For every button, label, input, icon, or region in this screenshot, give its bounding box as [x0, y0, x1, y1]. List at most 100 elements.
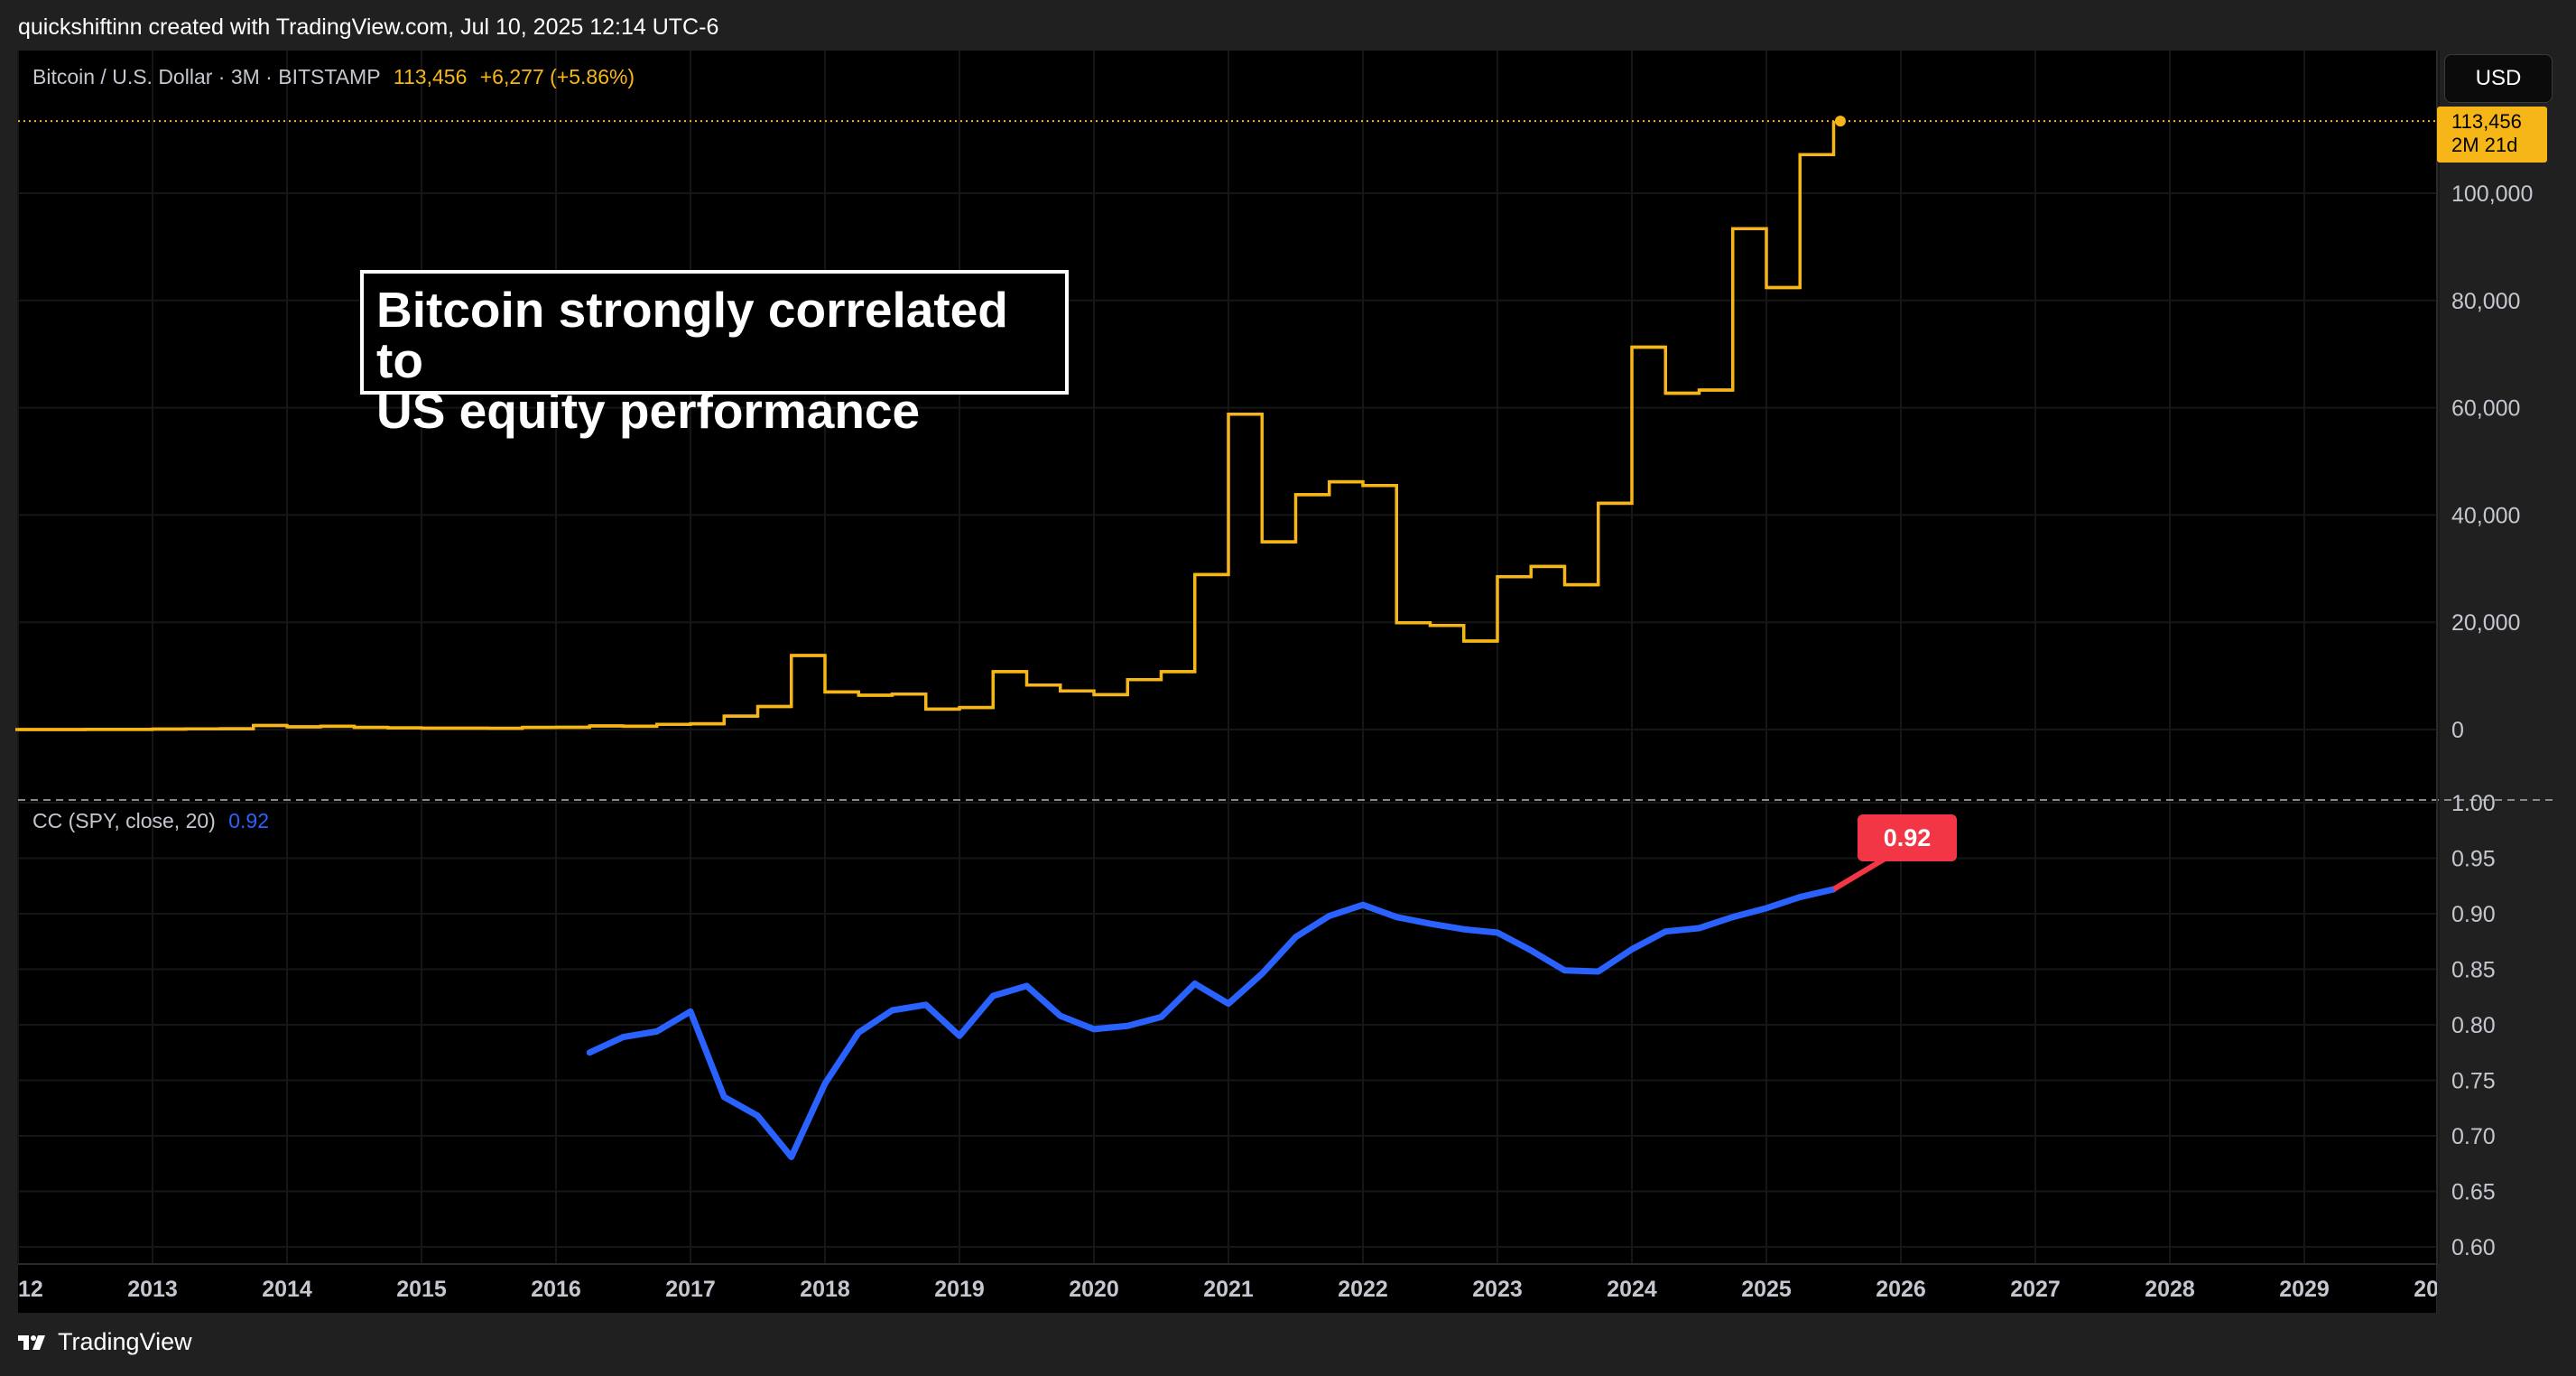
correlation-point	[822, 1081, 828, 1086]
attribution-text: quickshiftinn created with TradingView.c…	[18, 14, 719, 40]
correlation-point	[1764, 906, 1769, 911]
correlation-point	[587, 1050, 592, 1055]
correlation-point	[1192, 981, 1198, 986]
correlation-axis-tick: 0.85	[2451, 958, 2496, 983]
price-axis-tick: 80,000	[2451, 289, 2520, 314]
correlation-point	[755, 1113, 760, 1119]
correlation-point	[1327, 913, 1332, 918]
correlation-axis-tick: 0.80	[2451, 1013, 2496, 1038]
time-axis-tick: 2021	[1203, 1277, 1254, 1302]
tradingview-logo-icon	[18, 1334, 45, 1350]
time-axis-tick: 2026	[1876, 1277, 1926, 1302]
price-axis-tick: 60,000	[2451, 396, 2520, 422]
correlation-point	[688, 1009, 693, 1014]
attribution-bar: quickshiftinn created with TradingView.c…	[0, 0, 2576, 56]
correlation-point	[1259, 971, 1265, 976]
correlation-point	[1596, 969, 1601, 974]
price-legend[interactable]: Bitcoin / U.S. Dollar · 3M · BITSTAMP 11…	[32, 65, 642, 89]
axis-corner	[2437, 1266, 2576, 1313]
tradingview-logo[interactable]: TradingView	[18, 1328, 192, 1356]
correlation-axis-tick: 0.65	[2451, 1180, 2496, 1205]
correlation-point	[1730, 915, 1736, 920]
correlation-point	[923, 1002, 929, 1008]
price-legend-last: 113,456	[393, 65, 468, 88]
time-axis-tick: 2029	[2279, 1277, 2330, 1302]
price-legend-change: +6,277 (+5.86%)	[479, 65, 635, 88]
correlation-value-bubble: 0.92	[1858, 814, 1957, 861]
price-axis-tick: 40,000	[2451, 503, 2520, 528]
correlation-axis-tick: 0.95	[2451, 847, 2496, 872]
time-axis-tick: 2016	[531, 1277, 581, 1302]
time-axis-tick: 2017	[665, 1277, 716, 1302]
cc-legend-name: CC (SPY, close, 20)	[32, 809, 216, 832]
btc-last-point	[1834, 116, 1846, 127]
last-price-tag-countdown: 2M 21d	[2451, 134, 2518, 156]
time-axis-tick: 2020	[1069, 1277, 1119, 1302]
correlation-point	[789, 1154, 794, 1159]
correlation-point	[1125, 1023, 1130, 1028]
correlation-point	[1159, 1014, 1163, 1019]
time-axis-tick: 2019	[934, 1277, 985, 1302]
correlation-line	[586, 886, 1837, 1160]
correlation-point	[1091, 1027, 1097, 1032]
correlation-point	[1495, 930, 1500, 935]
correlation-point	[1226, 1001, 1231, 1007]
correlation-axis-tick: 0.75	[2451, 1069, 2496, 1094]
time-axis-tick: 2023	[1472, 1277, 1523, 1302]
axis-left-edge	[0, 1266, 18, 1313]
correlation-point	[1024, 983, 1029, 989]
correlation-point	[890, 1008, 894, 1013]
price-axis-tick: 100,000	[2451, 181, 2533, 207]
btc-price-series	[15, 116, 2437, 731]
correlation-point	[1058, 1013, 1063, 1018]
cc-legend[interactable]: CC (SPY, close, 20) 0.92	[32, 809, 276, 833]
correlation-point	[721, 1094, 727, 1100]
correlation-point	[1293, 934, 1298, 940]
time-axis-tick: 2014	[262, 1277, 312, 1302]
price-axis-labels[interactable]: 0 20,000 40,000 60,000 80,000 100,000	[2451, 181, 2533, 743]
correlation-point	[621, 1035, 625, 1040]
time-axis-tick: 2024	[1607, 1277, 1657, 1302]
correlation-bubble-pointer	[1831, 855, 1888, 892]
correlation-point	[856, 1030, 861, 1036]
time-axis-tick: 2028	[2145, 1277, 2195, 1302]
correlation-point	[1663, 929, 1668, 934]
correlation-point	[957, 1033, 962, 1038]
price-axis-tick: 20,000	[2451, 610, 2520, 636]
correlation-point	[1360, 902, 1366, 907]
correlation-point	[1797, 895, 1802, 900]
annotation-line-2: US equity performance	[376, 383, 921, 439]
time-axis-tick: 2015	[396, 1277, 447, 1302]
currency-button[interactable]: USD	[2444, 54, 2553, 103]
correlation-axis-tick: 1.00	[2451, 791, 2496, 816]
cc-legend-value: 0.92	[228, 809, 269, 832]
time-axis-tick: 2025	[1741, 1277, 1792, 1302]
correlation-axis-tick: 0.60	[2451, 1235, 2496, 1260]
correlation-point	[1528, 948, 1534, 953]
correlation-point	[1697, 925, 1701, 931]
price-legend-symbol: Bitcoin / U.S. Dollar · 3M · BITSTAMP	[32, 65, 381, 88]
time-axis-tick: 2027	[2010, 1277, 2061, 1302]
time-axis-tick: 2013	[127, 1277, 178, 1302]
correlation-axis-tick: 0.90	[2451, 902, 2496, 927]
correlation-series	[586, 855, 1888, 1160]
correlation-axis-tick: 0.70	[2451, 1124, 2496, 1149]
correlation-point	[1562, 968, 1567, 973]
correlation-point	[1461, 926, 1467, 932]
correlation-point	[1629, 946, 1635, 952]
price-axis-tick: 0	[2451, 718, 2464, 743]
time-axis-tick: 2022	[1338, 1277, 1388, 1302]
annotation-line-1: Bitcoin strongly correlated to	[376, 282, 1008, 388]
time-axis-tick: 2018	[800, 1277, 850, 1302]
last-price-tag: 113,456 2M 21d	[2437, 107, 2547, 163]
text-annotation[interactable]: Bitcoin strongly correlated to US equity…	[360, 270, 1069, 436]
last-price-tag-value: 113,456	[2451, 110, 2522, 133]
correlation-point	[990, 993, 996, 999]
correlation-point	[1394, 915, 1399, 920]
correlation-point	[654, 1028, 660, 1034]
correlation-axis-labels[interactable]: 0.60 0.65 0.70 0.75 0.80 0.85 0.90 0.95 1.00	[2451, 791, 2496, 1260]
correlation-point	[1428, 921, 1432, 926]
tradingview-logo-text: TradingView	[58, 1328, 192, 1355]
footer-bar: TradingView	[0, 1313, 2576, 1376]
